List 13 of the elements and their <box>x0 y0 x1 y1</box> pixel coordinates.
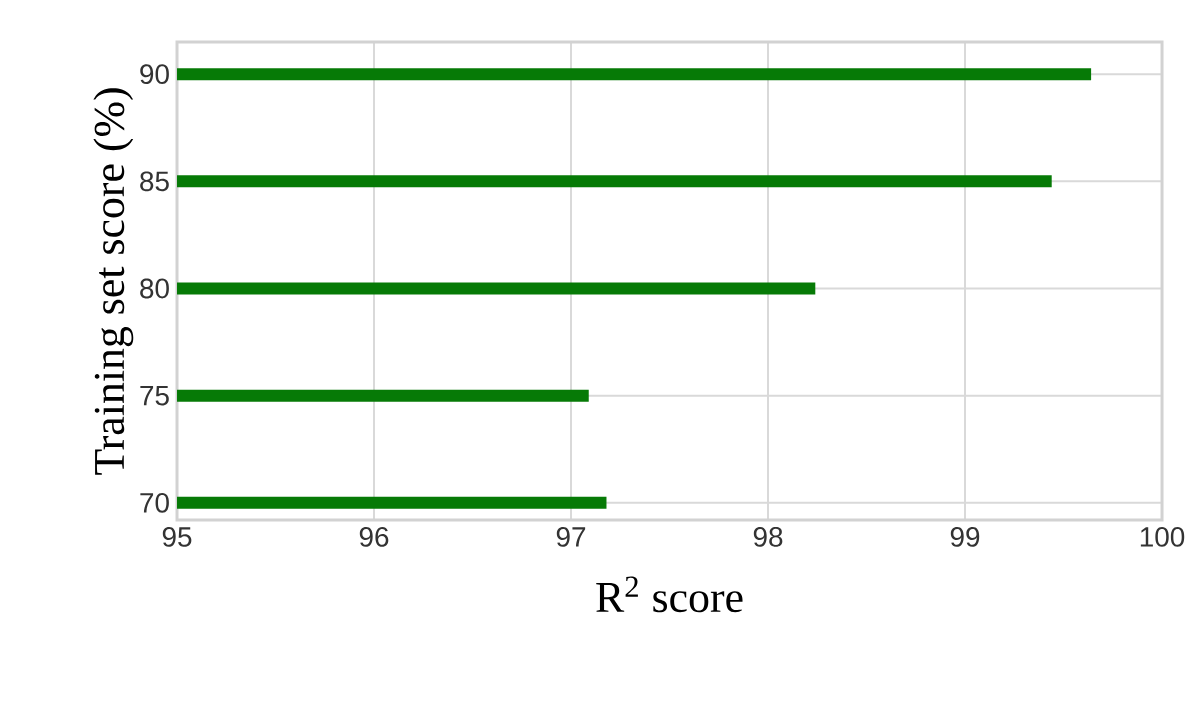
x-axis-title: R$^{2}$ score <box>596 576 743 613</box>
x-tick-label: 97 <box>556 527 586 547</box>
y-tick-label: 85 <box>140 171 169 192</box>
x-tick-label: 95 <box>162 527 192 547</box>
x-tick-label: 98 <box>753 527 783 547</box>
x-tick-label: 100 <box>1140 527 1185 547</box>
y-tick-label: 75 <box>140 385 169 406</box>
y-tick-label: 80 <box>140 278 169 299</box>
x-tick-label: 96 <box>359 527 389 547</box>
x-tick-label: 99 <box>950 527 980 547</box>
y-tick-label: 90 <box>140 64 169 85</box>
y-axis-title: Training set score (%) <box>93 88 134 475</box>
y-tick-label: 70 <box>140 492 169 513</box>
